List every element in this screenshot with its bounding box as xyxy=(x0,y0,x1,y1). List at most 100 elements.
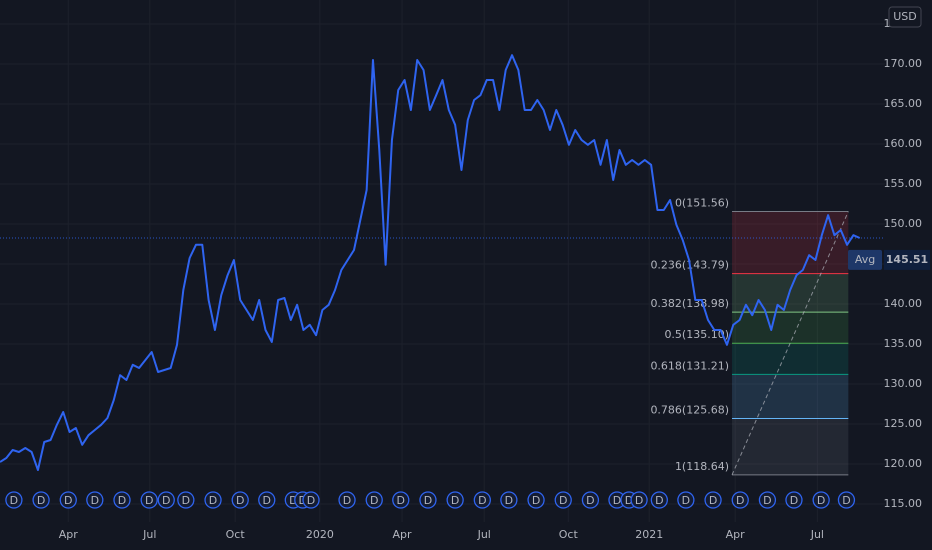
dividend-marker xyxy=(677,491,695,509)
dividend-label: D xyxy=(37,494,45,507)
dividend-label: D xyxy=(532,494,540,507)
dividend-marker xyxy=(446,491,464,509)
currency-badge-bg xyxy=(888,6,922,28)
y-tick-label: 125.00 xyxy=(884,417,923,430)
y-tick-label: 135.00 xyxy=(884,337,923,350)
avg-tag-label: Avg xyxy=(855,253,875,266)
dividend-marker xyxy=(365,491,383,509)
dividend-marker xyxy=(338,491,356,509)
dividend-marker xyxy=(500,491,518,509)
dividend-marker xyxy=(837,491,856,509)
dividend-label: D xyxy=(182,494,190,507)
fib-level-label: 0.5(135.10) xyxy=(664,328,729,341)
dividend-marker xyxy=(812,491,830,509)
dividend-label: D xyxy=(736,494,744,507)
dividend-label: D xyxy=(424,494,432,507)
dividend-marker xyxy=(59,491,77,509)
dividend-marker xyxy=(731,491,749,509)
dividend-marker xyxy=(302,491,320,509)
fib-trend-line xyxy=(731,211,849,476)
dividend-label: D xyxy=(118,494,126,507)
dividend-marker xyxy=(650,491,668,509)
dividend-label: D xyxy=(289,494,297,507)
dividend-label: D xyxy=(635,494,643,507)
x-tick-label: 2021 xyxy=(635,528,663,541)
dividend-marker xyxy=(258,491,276,509)
dividend-marker xyxy=(177,491,195,509)
x-tick-label: Jul xyxy=(810,528,824,541)
y-tick-label: 115.00 xyxy=(884,497,923,510)
dividend-label: D xyxy=(162,494,170,507)
dividend-marker xyxy=(32,491,50,509)
x-tick-label: Apr xyxy=(726,528,746,541)
dividend-marker xyxy=(473,491,491,509)
fib-level-label: 0.382(138.98) xyxy=(650,297,729,310)
dividend-marker xyxy=(392,491,410,509)
y-tick-label: 170.00 xyxy=(884,57,923,70)
x-tick-label: Jul xyxy=(477,528,491,541)
fib-level-label: 0.786(125.68) xyxy=(650,404,729,417)
dividend-label: D xyxy=(625,494,633,507)
dividend-marker xyxy=(527,491,545,509)
x-tick-label: Oct xyxy=(559,528,579,541)
dividend-label: D xyxy=(709,494,717,507)
y-tick-label: 165.00 xyxy=(884,97,923,110)
price-line xyxy=(0,54,861,471)
x-tick-label: 2020 xyxy=(306,528,334,541)
y-tick-label: 120.00 xyxy=(884,457,923,470)
fib-zone xyxy=(732,312,849,344)
avg-tag-bg xyxy=(848,249,882,270)
dividend-marker xyxy=(785,491,803,509)
avg-price-bg xyxy=(884,249,930,270)
y-tick-label: 140.00 xyxy=(884,297,923,310)
dividend-label: D xyxy=(307,494,315,507)
dividend-label: D xyxy=(478,494,486,507)
dividend-label: D xyxy=(763,494,771,507)
dividend-marker xyxy=(113,491,131,509)
dividend-label: D xyxy=(655,494,663,507)
dividend-marker xyxy=(157,491,175,509)
dividend-marker xyxy=(86,491,104,509)
y-tick-label: 160.00 xyxy=(884,137,923,150)
currency-badge: USD xyxy=(893,10,917,23)
dividend-marker xyxy=(581,491,600,509)
fib-level-label: 1(118.64) xyxy=(675,460,729,473)
dividend-label: D xyxy=(505,494,513,507)
dividend-label: D xyxy=(682,494,690,507)
y-tick-label: 155.00 xyxy=(884,177,923,190)
dividend-marker xyxy=(231,491,249,509)
dividend-marker xyxy=(630,491,648,509)
dividend-marker xyxy=(758,491,777,509)
fib-zone xyxy=(732,418,849,475)
dividend-label: D xyxy=(209,494,217,507)
y-tick-label: 150.00 xyxy=(884,217,923,230)
x-tick-label: Jul xyxy=(142,528,156,541)
avg-price-label: 145.51 xyxy=(886,253,928,266)
dividend-label: D xyxy=(559,494,567,507)
dividend-marker xyxy=(704,491,722,509)
dividend-label: D xyxy=(91,494,99,507)
dividend-label: D xyxy=(613,494,621,507)
dividend-label: D xyxy=(370,494,378,507)
dividend-marker xyxy=(419,491,437,509)
dividend-label: D xyxy=(790,494,798,507)
fib-zone xyxy=(732,374,849,419)
grid xyxy=(0,0,885,522)
dividend-marker xyxy=(204,491,222,509)
dividend-label: D xyxy=(343,494,351,507)
x-tick-label: Apr xyxy=(59,528,79,541)
dividend-label: D xyxy=(586,494,594,507)
dividend-label: D xyxy=(817,494,825,507)
dividend-label: D xyxy=(10,494,18,507)
dividend-label: D xyxy=(236,494,244,507)
dividend-label: D xyxy=(842,494,850,507)
plot: DDDDDDDDDDDDDDDDDDDDDDDDDDDDDDDDDDD xyxy=(0,54,885,509)
fib-level-label: 0(151.56) xyxy=(675,197,729,210)
x-tick-label: Oct xyxy=(226,528,246,541)
dividend-label: D xyxy=(64,494,72,507)
dividend-label: D xyxy=(145,494,153,507)
fib-zone xyxy=(732,211,849,274)
